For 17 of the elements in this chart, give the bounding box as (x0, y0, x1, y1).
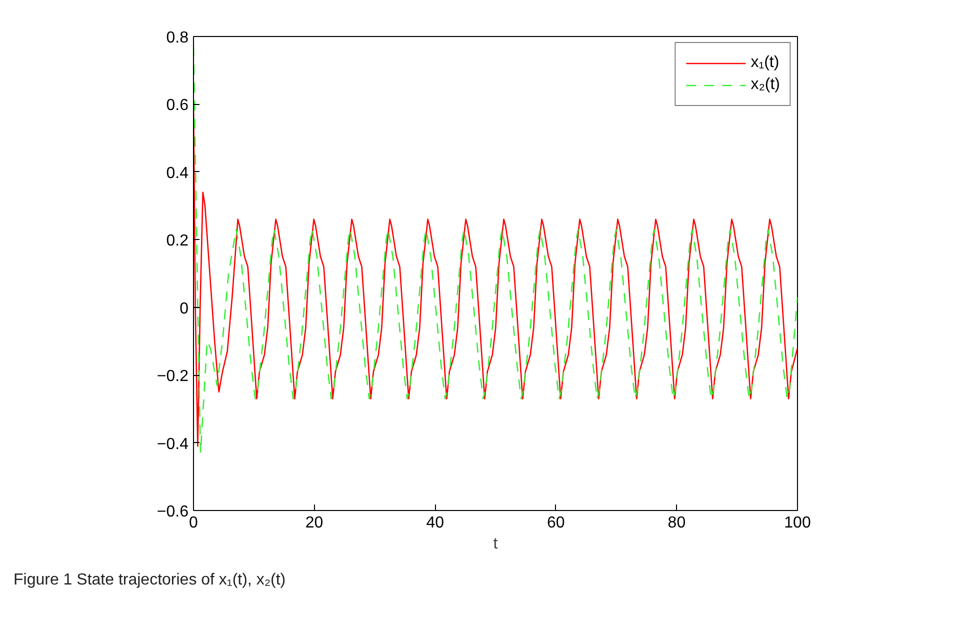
y-tick-label: −0.4 (156, 436, 189, 453)
y-tick-label: 0.2 (166, 232, 189, 250)
caption: Figure 1 State trajectories of x₁(t), x₂(t) (14, 572, 286, 588)
y-tick-label: 0.4 (166, 164, 189, 182)
x-tick-label: 20 (305, 514, 324, 532)
y-tick-label: −0.6 (156, 504, 189, 520)
legend-label: x₁(t) (750, 54, 780, 72)
y-tick-label: 0.8 (166, 30, 189, 46)
x-tick-label: 100 (784, 514, 811, 532)
legend-label: x₂(t) (750, 76, 780, 94)
y-tick-label: 0 (180, 300, 189, 318)
x-axis-title: t (493, 536, 498, 552)
x-tick-label: 40 (426, 514, 444, 532)
y-tick-label: −0.2 (156, 368, 189, 386)
x-tick-label: 80 (668, 514, 686, 532)
y-tick-label: 0.6 (166, 97, 189, 114)
x-tick-label: 60 (547, 514, 565, 532)
